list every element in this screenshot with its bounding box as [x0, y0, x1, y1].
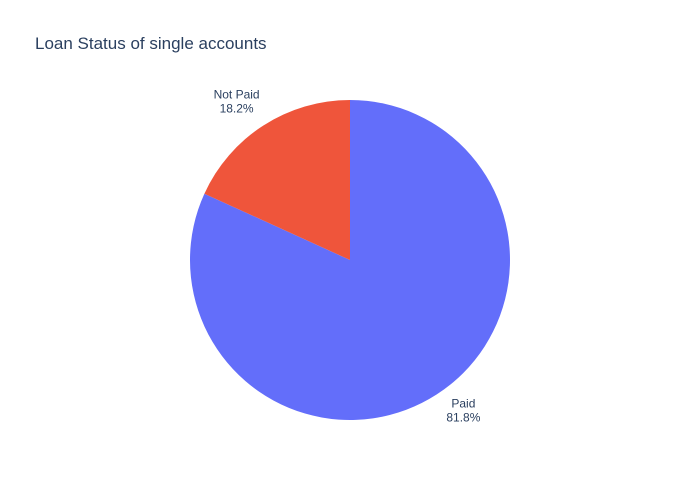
- pie-slices: [189, 100, 510, 420]
- pie-label-name: Paid: [451, 396, 475, 410]
- pie-label-percent: 81.8%: [446, 410, 480, 424]
- pie-label-paid: Paid 81.8%: [446, 396, 480, 424]
- pie-label-name: Not Paid: [214, 88, 260, 102]
- pie-slice-paid[interactable]: [189, 100, 510, 420]
- pie-slice-not-paid[interactable]: [204, 100, 350, 260]
- chart-title: Loan Status of single accounts: [35, 34, 267, 53]
- pie-label-not-paid: Not Paid 18.2%: [214, 88, 260, 116]
- pie-label-percent: 18.2%: [220, 102, 254, 116]
- pie-labels: Paid 81.8% Not Paid 18.2%: [214, 88, 481, 425]
